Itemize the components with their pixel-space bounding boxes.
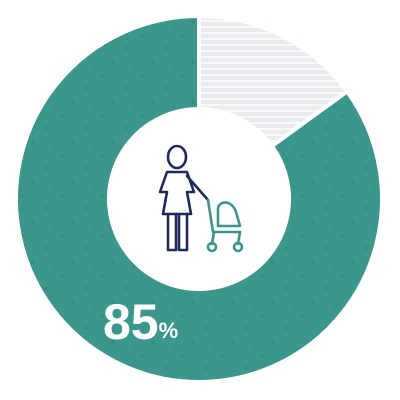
donut <box>14 13 384 384</box>
label-unit: % <box>159 318 179 343</box>
label-number: 85 <box>103 294 159 350</box>
icon <box>158 144 244 253</box>
segment-texture <box>197 13 350 149</box>
segment-texture <box>14 13 384 384</box>
data-label: 85% <box>103 294 178 350</box>
